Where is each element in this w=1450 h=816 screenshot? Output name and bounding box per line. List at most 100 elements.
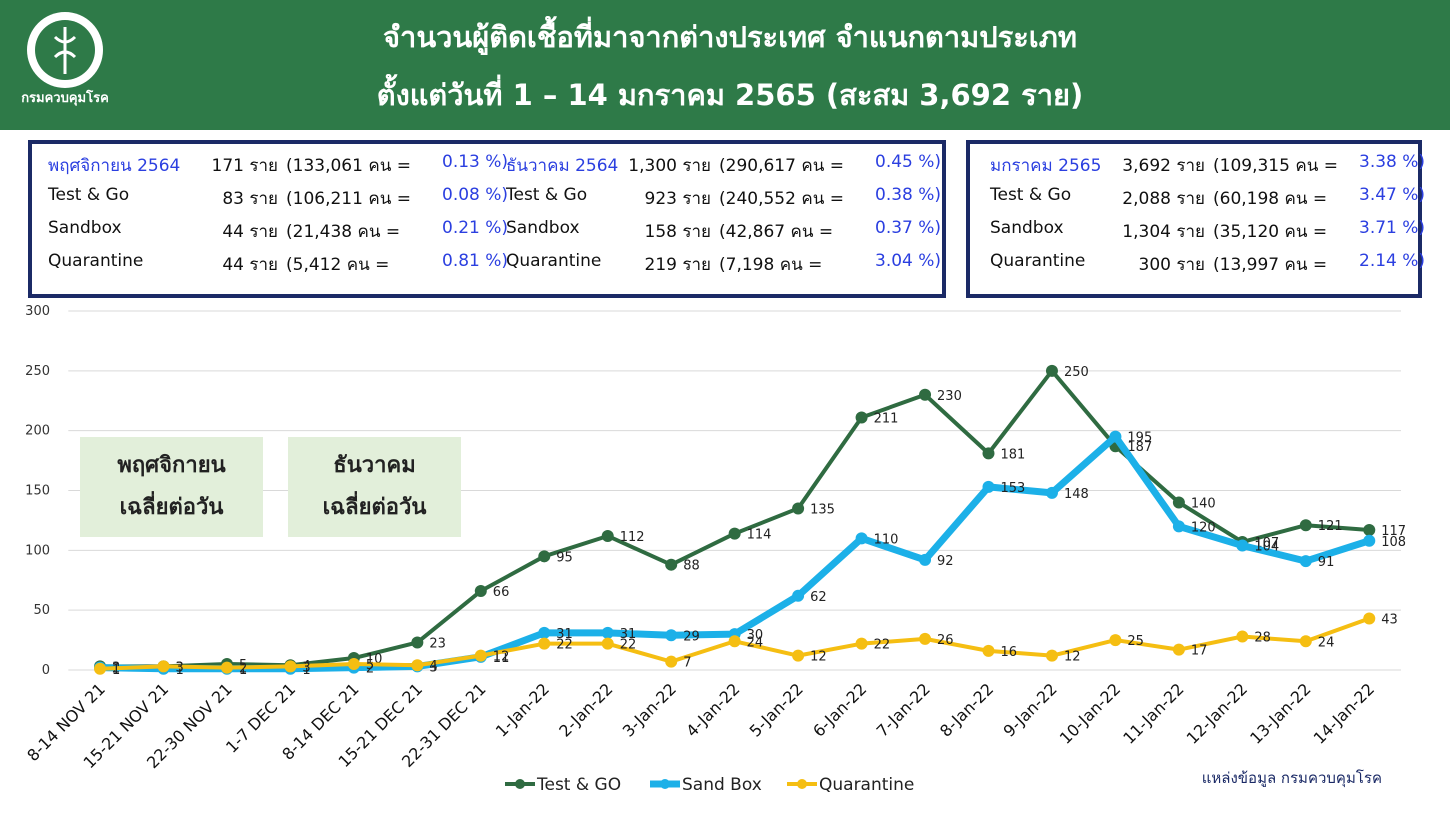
x-tick-label: 3-Jan-22 — [619, 679, 680, 740]
legend-label: Quarantine — [819, 775, 914, 795]
y-tick-label: 150 — [25, 484, 50, 499]
point — [665, 558, 678, 571]
summary-cell: 44 ราย — [222, 222, 278, 242]
legend-label: Sand Box — [682, 775, 762, 795]
summary-cell: 1,304 ราย — [1122, 222, 1205, 242]
point — [982, 480, 995, 493]
summary-cell: Quarantine — [48, 251, 144, 271]
data-label: 2 — [366, 662, 374, 677]
data-label: 95 — [556, 550, 573, 565]
y-tick-label: 200 — [25, 424, 50, 439]
data-label: 16 — [1000, 645, 1017, 660]
point — [474, 585, 487, 598]
data-label: 2 — [239, 662, 247, 677]
data-label: 104 — [1254, 540, 1279, 555]
x-tick-label: 9-Jan-22 — [1000, 679, 1061, 740]
data-label: 31 — [620, 627, 637, 642]
data-label: 148 — [1064, 487, 1089, 502]
data-label: 195 — [1127, 431, 1152, 446]
summary-cell: 3.04 %) — [875, 251, 942, 271]
point — [1363, 534, 1376, 547]
point — [919, 553, 932, 566]
point — [855, 637, 868, 650]
point — [728, 635, 741, 648]
data-label: 88 — [683, 559, 700, 574]
x-tick-label: 12-Jan-22 — [1183, 679, 1251, 747]
summary-cell: 44 ราย — [222, 255, 278, 275]
point — [1236, 539, 1249, 552]
summary-cell: 0.37 %) — [875, 218, 942, 238]
summary-row: Test & Go 83 ราย (106,211 คน = 0.08 %) — [48, 185, 522, 212]
data-label: 17 — [1191, 644, 1208, 659]
point — [1299, 555, 1312, 568]
y-tick-label: 300 — [25, 304, 50, 319]
data-label: 110 — [874, 532, 899, 547]
point — [1109, 430, 1122, 443]
summary-cell: Test & Go — [990, 185, 1072, 205]
summary-cell: 0.45 %) — [875, 152, 942, 172]
data-label: 250 — [1064, 365, 1089, 380]
x-tick-label: 11-Jan-22 — [1119, 679, 1187, 747]
point — [220, 661, 233, 674]
point — [538, 550, 551, 563]
data-label: 3 — [302, 660, 310, 675]
data-label: 7 — [683, 656, 691, 671]
logo: กรมควบคุมโรค — [21, 12, 109, 106]
x-tick-label: 14-Jan-22 — [1310, 679, 1378, 747]
y-tick-label: 50 — [33, 603, 50, 618]
point — [601, 529, 614, 542]
annotation-box — [288, 437, 461, 537]
summary-cell: (290,617 คน = — [719, 156, 844, 176]
point — [665, 655, 678, 668]
point — [919, 632, 932, 645]
data-label: 108 — [1381, 535, 1406, 550]
data-label: 117 — [1381, 524, 1406, 539]
data-label: 135 — [810, 502, 835, 517]
summary-cell: 158 ราย — [644, 222, 712, 242]
summary-cell: (13,997 คน = — [1213, 255, 1328, 275]
annotation-text: เฉลี่ยต่อวัน — [323, 490, 427, 520]
data-label: 12 — [810, 650, 827, 665]
summary-box — [966, 140, 1422, 298]
summary-cell: 0.08 %) — [442, 185, 509, 205]
summary-cell: 300 ราย — [1138, 255, 1206, 275]
data-label: 114 — [747, 528, 772, 543]
summary-cell: 83 ราย — [222, 189, 278, 209]
data-label: 92 — [937, 554, 954, 569]
point — [665, 629, 678, 642]
data-label: 1 — [239, 663, 247, 678]
y-tick-label: 250 — [25, 364, 50, 379]
summary-cell: Quarantine — [506, 251, 602, 271]
summary-cell: (42,867 คน = — [719, 222, 834, 242]
data-label: 120 — [1191, 520, 1216, 535]
annotation-text: ธันวาคม — [333, 453, 415, 478]
summary-cell: 1,300 ราย — [628, 156, 711, 176]
point — [1045, 649, 1058, 662]
summary-cell: (106,211 คน = — [286, 189, 411, 209]
data-label: 91 — [1318, 555, 1335, 570]
summary-cell: 219 ราย — [644, 255, 712, 275]
summary-row: Test & Go 2,088 ราย (60,198 คน = 3.47 %) — [990, 185, 1439, 212]
summary-row: Quarantine 219 ราย (7,198 คน = 3.04 %) — [506, 251, 955, 278]
x-tick-label: 4-Jan-22 — [682, 679, 743, 740]
title-line: จำนวนผู้ติดเชื้อที่มาจากต่างประเทศ จำแนก… — [383, 20, 1077, 54]
data-label: 187 — [1127, 440, 1152, 455]
summary-row: มกราคม 2565 3,692 ราย (109,315 คน = 3.38 %) — [990, 152, 1439, 179]
summary-cell: Sandbox — [48, 218, 122, 238]
data-label: 22 — [556, 638, 573, 653]
summary-cell: 0.38 %) — [875, 185, 942, 205]
annotation-box — [80, 437, 263, 537]
point — [792, 649, 805, 662]
summary-row: Test & Go 923 ราย (240,552 คน = 0.38 %) — [506, 185, 955, 212]
data-label: 26 — [937, 633, 954, 648]
summary-cell: 3.38 %) — [1359, 152, 1426, 172]
x-tick-label: 1-Jan-22 — [492, 679, 553, 740]
summary-row: ธันวาคม 2564 1,300 ราย (290,617 คน = 0.45 %… — [506, 152, 955, 179]
data-label: 3 — [175, 660, 183, 675]
data-label: 12 — [493, 650, 510, 665]
x-tick-label: 8-Jan-22 — [936, 679, 997, 740]
summary-cell: (60,198 คน = — [1213, 189, 1328, 209]
summary-cell: 0.13 %) — [442, 152, 509, 172]
summary-cell: Test & Go — [506, 185, 588, 205]
